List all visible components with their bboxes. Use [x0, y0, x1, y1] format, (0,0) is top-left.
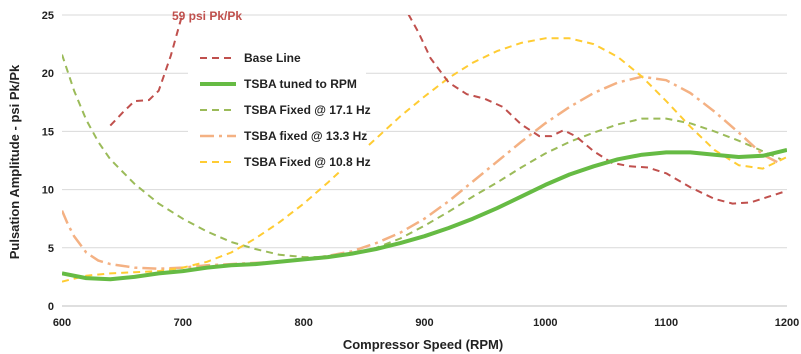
series-line-1 — [62, 148, 787, 282]
gridlines — [62, 14, 787, 307]
x-tick-label: 1100 — [654, 317, 678, 329]
y-axis-title: Pulsation Amplitude - psi Pk/Pk — [7, 64, 22, 259]
x-tick-label: 600 — [53, 317, 71, 329]
x-axis-title: Compressor Speed (RPM) — [343, 337, 503, 352]
series-line-4 — [62, 37, 787, 283]
legend-label: TSBA tuned to RPM — [244, 77, 357, 91]
x-tick-label: 1200 — [775, 317, 799, 329]
series-line-2 — [62, 54, 782, 259]
legend-background — [188, 44, 366, 172]
legend-label: TSBA fixed @ 13.3 Hz — [244, 129, 367, 143]
legend-label: TSBA Fixed @ 10.8 Hz — [244, 155, 371, 169]
legend-label: Base Line — [244, 51, 301, 65]
axes: 0 5 10 15 20 25 600 700 800 900 1000 1100 1200 — [42, 10, 799, 329]
x-tick-label: 900 — [415, 317, 433, 329]
peak-annotation: 59 psi Pk/Pk — [172, 9, 242, 23]
y-tick-label: 20 — [42, 68, 54, 80]
series-lines — [62, 15, 787, 283]
legend: Base Line TSBA tuned to RPM TSBA Fixed @ 1… — [188, 44, 371, 172]
x-tick-label: 700 — [174, 317, 192, 329]
series-line-0 — [109, 15, 787, 205]
y-tick-label: 25 — [42, 10, 54, 22]
y-tick-label: 10 — [42, 185, 54, 197]
y-tick-label: 0 — [48, 301, 54, 313]
x-tick-label: 800 — [294, 317, 312, 329]
y-tick-label: 5 — [48, 243, 54, 255]
y-tick-label: 15 — [42, 126, 54, 138]
series-line-3 — [62, 75, 782, 271]
legend-label: TSBA Fixed @ 17.1 Hz — [244, 103, 371, 117]
x-tick-label: 1000 — [533, 317, 557, 329]
